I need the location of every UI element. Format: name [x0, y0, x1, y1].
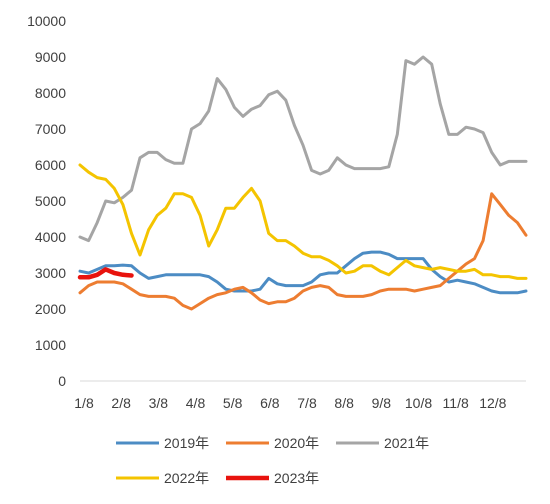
- x-tick-label-9: 10/8: [405, 395, 432, 411]
- x-tick-label-5: 6/8: [260, 395, 280, 411]
- series-line-3: [78, 163, 528, 280]
- y-tick-label-0: 0: [58, 373, 66, 389]
- y-tick-label-1: 1000: [35, 337, 66, 353]
- legend-label-1: 2020年: [274, 435, 319, 451]
- x-tick-label-10: 11/8: [443, 395, 469, 411]
- legend: 2019年 2020年 2021年 2022年 2023年: [116, 435, 429, 486]
- x-tick-label-8: 9/8: [372, 395, 392, 411]
- x-axis: 1/8 2/8 3/8 4/8 5/8 6/8 7/8 8/8 9/8 10/8 11/8 12/8: [74, 395, 506, 411]
- y-tick-label-5: 5000: [35, 193, 66, 209]
- y-tick-label-10: 10000: [27, 13, 66, 29]
- x-tick-label-3: 4/8: [186, 395, 206, 411]
- legend-label-3: 2022年: [164, 470, 209, 486]
- series-line-4: [77, 267, 134, 280]
- y-tick-label-7: 7000: [35, 121, 66, 137]
- legend-label-0: 2019年: [164, 435, 209, 451]
- y-tick-label-3: 3000: [35, 265, 66, 281]
- x-tick-label-7: 8/8: [334, 395, 354, 411]
- y-tick-label-2: 2000: [35, 301, 66, 317]
- series-line-2: [78, 55, 528, 243]
- x-tick-label-0: 1/8: [74, 395, 94, 411]
- x-tick-label-6: 7/8: [297, 395, 317, 411]
- series-line-1: [78, 192, 528, 311]
- x-tick-label-11: 12/8: [479, 395, 506, 411]
- y-tick-label-9: 9000: [35, 49, 66, 65]
- y-tick-label-4: 4000: [35, 229, 66, 245]
- y-tick-label-8: 8000: [35, 85, 66, 101]
- series-line-0: [78, 250, 528, 295]
- x-tick-label-1: 2/8: [111, 395, 131, 411]
- legend-label-4: 2023年: [274, 470, 319, 486]
- series-layer: [77, 55, 528, 311]
- y-tick-label-6: 6000: [35, 157, 66, 173]
- legend-label-2: 2021年: [384, 435, 429, 451]
- x-tick-label-4: 5/8: [223, 395, 243, 411]
- x-tick-label-2: 3/8: [149, 395, 169, 411]
- y-axis: 0 1000 2000 3000 4000 5000 6000 7000 8000 9000 100…: [27, 13, 66, 389]
